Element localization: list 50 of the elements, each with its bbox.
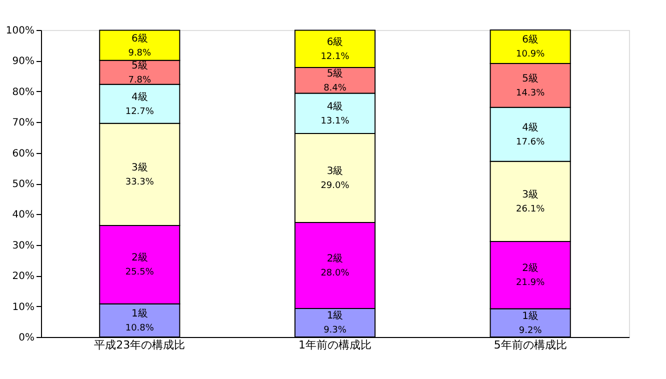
data-label: 9.3% [324,326,347,336]
data-label: 26.1% [516,204,546,214]
text: 4級 [326,101,344,112]
x-tick-label: 5年前の構成比 [494,338,567,352]
y-tick-label: 30% [12,240,34,252]
data-label: 9.8% [128,48,152,58]
series-label: 3級 [522,189,539,200]
y-tick-label: 70% [12,118,34,129]
x-tick-label: 1年前の構成比 [298,338,372,352]
series-label: 4級 [131,92,148,103]
data-label: 33.3% [125,177,154,188]
text: 5級 [522,73,539,84]
y-tick-label: 50% [12,179,34,190]
y-tick-label: 10% [12,302,34,313]
data-label: 10.8% [125,323,154,334]
y-tick-label: 20% [12,271,34,282]
text: 1級 [131,308,148,320]
text: 2級 [131,252,148,264]
data-label: 8.4% [324,83,347,94]
x-tick-label: 平成23年の構成比 [94,338,186,352]
text: 5級 [326,68,344,80]
series-label: 5級 [131,60,148,72]
data-label: 29.0% [320,180,350,191]
data-label: 12.7% [125,106,154,117]
data-label: 28.0% [320,268,350,278]
y-tick-label: 60% [12,148,34,160]
series-label: 1級 [522,310,539,322]
data-label: 13.1% [320,116,350,126]
text: 6級 [326,36,344,48]
text: 3級 [131,162,148,174]
y-tick-label: 100% [6,26,34,36]
data-label: 21.9% [516,278,546,288]
y-tick-label: 80% [12,86,34,98]
series-label: 2級 [522,263,539,274]
text: 2級 [326,253,344,264]
data-label: 14.3% [516,88,546,98]
y-tick-label: 40% [12,210,34,221]
data-label: 12.1% [320,52,350,62]
y-tick-label: 90% [12,56,34,68]
text: 6級 [522,34,539,46]
data-label: 25.5% [125,268,154,278]
text: 1級 [326,310,344,322]
data-label: 17.6% [516,137,546,148]
text: 3級 [326,166,344,177]
data-label: 10.9% [516,50,546,60]
y-tick-label: 0% [18,332,34,344]
series-label: 6級 [131,33,148,44]
data-label: 9.2% [518,326,542,336]
text: 4級 [522,122,539,134]
data-label: 7.8% [128,75,152,86]
